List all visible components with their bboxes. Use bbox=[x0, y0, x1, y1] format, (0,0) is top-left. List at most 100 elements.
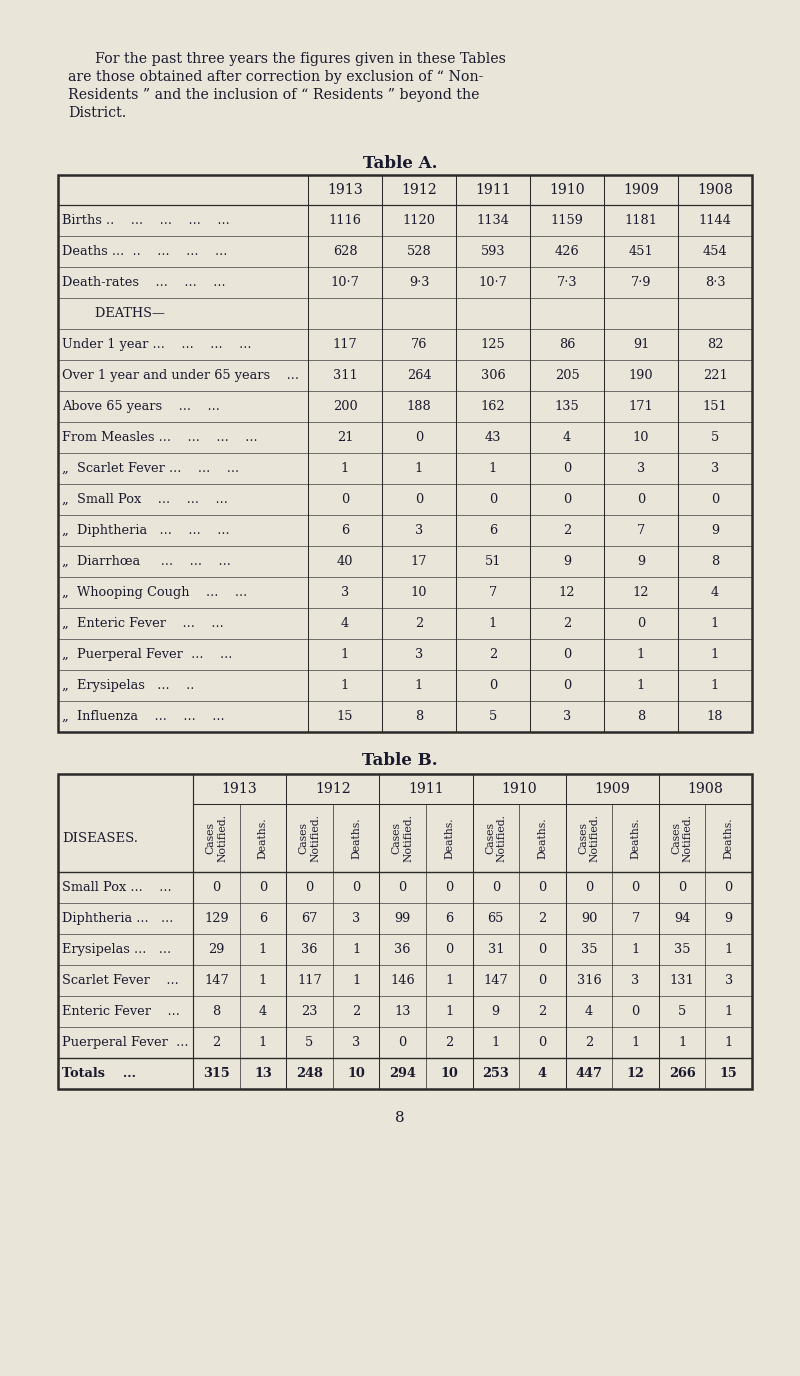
Text: 1: 1 bbox=[415, 462, 423, 475]
Text: 9: 9 bbox=[725, 912, 733, 925]
Text: 1910: 1910 bbox=[502, 782, 537, 795]
Text: 1912: 1912 bbox=[315, 782, 350, 795]
Text: 9: 9 bbox=[492, 1004, 500, 1018]
Text: 0: 0 bbox=[585, 881, 593, 894]
Bar bbox=[58, 773, 752, 1088]
Text: Cases
Notified.: Cases Notified. bbox=[578, 815, 600, 861]
Text: 65: 65 bbox=[488, 912, 504, 925]
Text: Deaths.: Deaths. bbox=[630, 817, 641, 859]
Text: 0: 0 bbox=[341, 493, 349, 506]
Text: 0: 0 bbox=[212, 881, 221, 894]
Text: 1911: 1911 bbox=[408, 782, 444, 795]
Text: 0: 0 bbox=[678, 881, 686, 894]
Text: Diphtheria ...   ...: Diphtheria ... ... bbox=[62, 912, 174, 925]
Text: 316: 316 bbox=[577, 974, 602, 987]
Text: 6: 6 bbox=[489, 524, 497, 537]
Text: 1144: 1144 bbox=[698, 215, 731, 227]
Text: 51: 51 bbox=[485, 555, 502, 568]
Text: 36: 36 bbox=[394, 943, 411, 956]
Text: 1908: 1908 bbox=[687, 782, 723, 795]
Text: 188: 188 bbox=[406, 400, 431, 413]
Text: 1134: 1134 bbox=[477, 215, 510, 227]
Text: Cases
Notified.: Cases Notified. bbox=[485, 815, 506, 861]
Text: 1: 1 bbox=[341, 678, 349, 692]
Text: 1: 1 bbox=[678, 1036, 686, 1049]
Text: Cases
Notified.: Cases Notified. bbox=[392, 815, 414, 861]
Text: 0: 0 bbox=[492, 881, 500, 894]
Text: 205: 205 bbox=[554, 369, 579, 383]
Text: 426: 426 bbox=[554, 245, 579, 259]
Text: 10: 10 bbox=[347, 1066, 365, 1080]
Text: 6: 6 bbox=[445, 912, 454, 925]
Text: 9: 9 bbox=[637, 555, 645, 568]
Text: 99: 99 bbox=[394, 912, 410, 925]
Text: 8: 8 bbox=[415, 710, 423, 722]
Text: 162: 162 bbox=[481, 400, 506, 413]
Text: „  Scarlet Fever ...    ...    ...: „ Scarlet Fever ... ... ... bbox=[62, 462, 239, 475]
Text: 1: 1 bbox=[725, 1036, 733, 1049]
Text: 17: 17 bbox=[410, 555, 427, 568]
Text: 1909: 1909 bbox=[623, 183, 659, 197]
Text: 10: 10 bbox=[440, 1066, 458, 1080]
Text: Table B.: Table B. bbox=[362, 753, 438, 769]
Text: 3: 3 bbox=[637, 462, 645, 475]
Text: 82: 82 bbox=[706, 338, 723, 351]
Text: 35: 35 bbox=[674, 943, 690, 956]
Text: Under 1 year ...    ...    ...    ...: Under 1 year ... ... ... ... bbox=[62, 338, 251, 351]
Text: Over 1 year and under 65 years    ...: Over 1 year and under 65 years ... bbox=[62, 369, 299, 383]
Text: 2: 2 bbox=[585, 1036, 593, 1049]
Text: 12: 12 bbox=[626, 1066, 645, 1080]
Text: 7·3: 7·3 bbox=[557, 277, 578, 289]
Text: Deaths ...  ..    ...    ...    ...: Deaths ... .. ... ... ... bbox=[62, 245, 227, 259]
Text: 8: 8 bbox=[711, 555, 719, 568]
Text: 3: 3 bbox=[415, 524, 423, 537]
Text: Death-rates    ...    ...    ...: Death-rates ... ... ... bbox=[62, 277, 226, 289]
Text: 2: 2 bbox=[445, 1036, 454, 1049]
Text: Above 65 years    ...    ...: Above 65 years ... ... bbox=[62, 400, 220, 413]
Text: 1: 1 bbox=[445, 1004, 454, 1018]
Text: 0: 0 bbox=[258, 881, 267, 894]
Text: 3: 3 bbox=[415, 648, 423, 660]
Text: Puerperal Fever  ...: Puerperal Fever ... bbox=[62, 1036, 189, 1049]
Text: 0: 0 bbox=[415, 493, 423, 506]
Text: 5: 5 bbox=[678, 1004, 686, 1018]
Text: 147: 147 bbox=[204, 974, 229, 987]
Text: 117: 117 bbox=[333, 338, 358, 351]
Text: Cases
Notified.: Cases Notified. bbox=[671, 815, 693, 861]
Text: 0: 0 bbox=[538, 974, 546, 987]
Bar bbox=[58, 175, 752, 732]
Text: 7: 7 bbox=[631, 912, 640, 925]
Text: 31: 31 bbox=[487, 943, 504, 956]
Text: 12: 12 bbox=[633, 586, 650, 599]
Text: 9: 9 bbox=[711, 524, 719, 537]
Text: 1910: 1910 bbox=[549, 183, 585, 197]
Text: 1: 1 bbox=[711, 648, 719, 660]
Text: 0: 0 bbox=[538, 943, 546, 956]
Text: From Measles ...    ...    ...    ...: From Measles ... ... ... ... bbox=[62, 431, 258, 444]
Text: 1: 1 bbox=[341, 648, 349, 660]
Text: 2: 2 bbox=[563, 524, 571, 537]
Text: 593: 593 bbox=[481, 245, 506, 259]
Text: 3: 3 bbox=[725, 974, 733, 987]
Text: 2: 2 bbox=[415, 616, 423, 630]
Text: 311: 311 bbox=[333, 369, 358, 383]
Text: 2: 2 bbox=[538, 912, 546, 925]
Text: 1: 1 bbox=[711, 678, 719, 692]
Text: 171: 171 bbox=[629, 400, 654, 413]
Text: 306: 306 bbox=[481, 369, 506, 383]
Text: 129: 129 bbox=[204, 912, 229, 925]
Text: 1908: 1908 bbox=[697, 183, 733, 197]
Text: 21: 21 bbox=[337, 431, 354, 444]
Text: 0: 0 bbox=[538, 881, 546, 894]
Text: 1909: 1909 bbox=[594, 782, 630, 795]
Text: 528: 528 bbox=[406, 245, 431, 259]
Text: 0: 0 bbox=[563, 678, 571, 692]
Text: 146: 146 bbox=[390, 974, 415, 987]
Text: 0: 0 bbox=[445, 943, 454, 956]
Text: 8: 8 bbox=[637, 710, 645, 722]
Text: 13: 13 bbox=[254, 1066, 272, 1080]
Text: 5: 5 bbox=[489, 710, 497, 722]
Text: 0: 0 bbox=[398, 1036, 406, 1049]
Text: 0: 0 bbox=[538, 1036, 546, 1049]
Text: 151: 151 bbox=[702, 400, 727, 413]
